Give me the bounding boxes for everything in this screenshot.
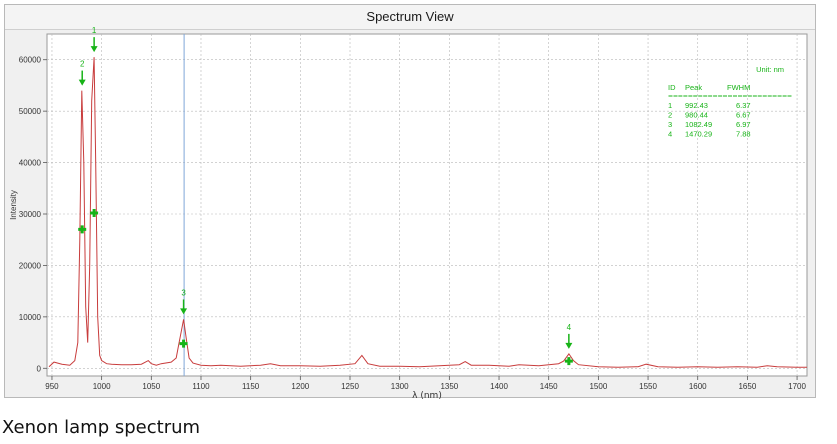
y-tick-label: 50000 [19, 107, 42, 116]
x-tick-label: 950 [45, 382, 59, 391]
y-tick-label: 10000 [19, 313, 42, 322]
peak-table: Unit: nm ID Peak FWHM======================… [668, 65, 793, 139]
y-tick-label: 0 [37, 364, 42, 373]
half-max-marker [90, 208, 99, 217]
table-cell: 980.44 [685, 111, 708, 120]
table-cell: 6.97 [736, 120, 751, 129]
table-cell: 6.67 [736, 111, 751, 120]
x-tick-label: 1050 [142, 382, 160, 391]
peak-markers: 1 2 3 4 [78, 26, 573, 366]
peak-arrow-head [78, 79, 86, 86]
peak-arrow-head [180, 308, 188, 315]
grid [47, 34, 807, 376]
x-tick-label: 1500 [589, 382, 607, 391]
peak-arrow-head [565, 342, 573, 349]
window-title: Spectrum View [5, 5, 815, 30]
x-tick-label: 1700 [788, 382, 806, 391]
peak-arrow-head [90, 46, 98, 53]
unit-label: Unit: nm [756, 65, 784, 74]
y-tick-label: 60000 [19, 56, 42, 65]
peak-id-label: 2 [80, 60, 85, 69]
x-tick-label: 1200 [291, 382, 309, 391]
table-cell: 1470.29 [685, 130, 712, 139]
spectrum-chart: 0 10000 20000 30000 40000 50000 60000 950 1000 1… [9, 26, 808, 401]
table-cell: 4 [668, 130, 672, 139]
table-cell: 2 [668, 111, 672, 120]
x-axis-label: λ (nm) [412, 391, 442, 401]
plot-area [46, 33, 808, 377]
peak-id-label: 1 [92, 26, 97, 35]
half-max-marker [179, 339, 188, 348]
x-tick-label: 1550 [639, 382, 657, 391]
x-tick-label: 1600 [689, 382, 707, 391]
y-tick-label: 40000 [19, 159, 42, 168]
table-cell: 1 [668, 101, 672, 110]
figure-caption: Xenon lamp spectrum [2, 417, 201, 438]
x-tick-label: 1300 [391, 382, 409, 391]
x-tick-label: 1100 [192, 382, 210, 391]
half-max-marker [78, 225, 87, 234]
table-cell: 1082.49 [685, 120, 712, 129]
half-max-marker [564, 357, 573, 366]
x-tick-label: 1650 [738, 382, 756, 391]
x-axis-ticks: 950 1000 1050 1100 1150 1200 1250 1300 1350 1400 1… [45, 376, 807, 391]
table-header: FWHM [727, 83, 750, 92]
table-header: Peak [685, 83, 702, 92]
spectrum-line [48, 57, 807, 368]
y-tick-label: 30000 [19, 210, 42, 219]
x-tick-label: 1250 [341, 382, 359, 391]
x-tick-label: 1450 [540, 382, 558, 391]
table-cell: 3 [668, 120, 672, 129]
x-tick-label: 1000 [93, 382, 111, 391]
table-cell: 6.37 [736, 101, 751, 110]
y-tick-label: 20000 [19, 261, 42, 270]
peak-id-label: 3 [181, 288, 186, 297]
y-axis-label: Intensity [9, 190, 18, 220]
x-tick-label: 1400 [490, 382, 508, 391]
table-cell: 992.43 [685, 101, 708, 110]
x-tick-label: 1350 [440, 382, 458, 391]
peak-id-label: 4 [567, 323, 572, 332]
x-tick-label: 1150 [242, 382, 260, 391]
y-axis-ticks: 0 10000 20000 30000 40000 50000 60000 [19, 56, 47, 373]
table-header: ID [668, 83, 676, 92]
table-cell: 7.88 [736, 130, 751, 139]
table-separator: ========================= [668, 93, 793, 100]
